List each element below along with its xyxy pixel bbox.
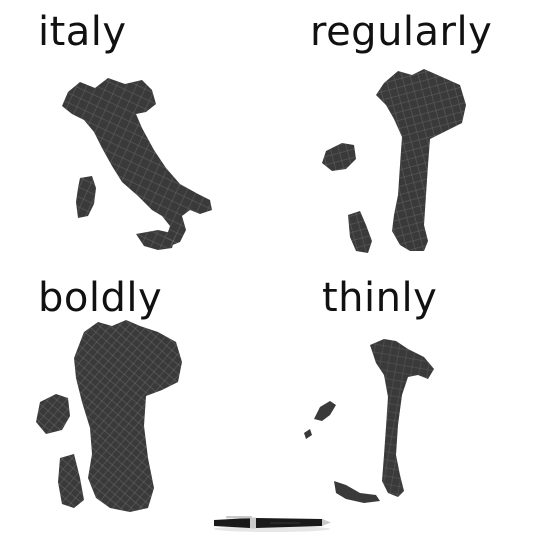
caption-boldly: boldly <box>38 275 163 321</box>
regularly-map-image <box>312 65 482 265</box>
thinly-map-shape <box>304 339 434 503</box>
caption-thinly: thinly <box>322 275 438 321</box>
italy-map-image <box>50 70 230 260</box>
boldly-map-image <box>30 318 190 518</box>
pen-image <box>210 512 334 534</box>
thinly-fragment <box>304 429 312 439</box>
caption-italy: italy <box>38 9 127 55</box>
thinly-map-image <box>300 335 445 505</box>
pen-tip <box>322 519 331 526</box>
italy-map-shape <box>62 78 212 250</box>
boldly-map-shape <box>36 320 182 512</box>
pen-clip <box>226 516 252 519</box>
pen-icon <box>214 516 331 532</box>
regularly-map-shape <box>322 69 466 253</box>
pen-band <box>250 517 256 529</box>
thinly-south-hook <box>334 481 380 503</box>
pen-cap <box>214 518 250 528</box>
thinly-island-west <box>314 401 336 421</box>
caption-regularly: regularly <box>310 9 493 55</box>
